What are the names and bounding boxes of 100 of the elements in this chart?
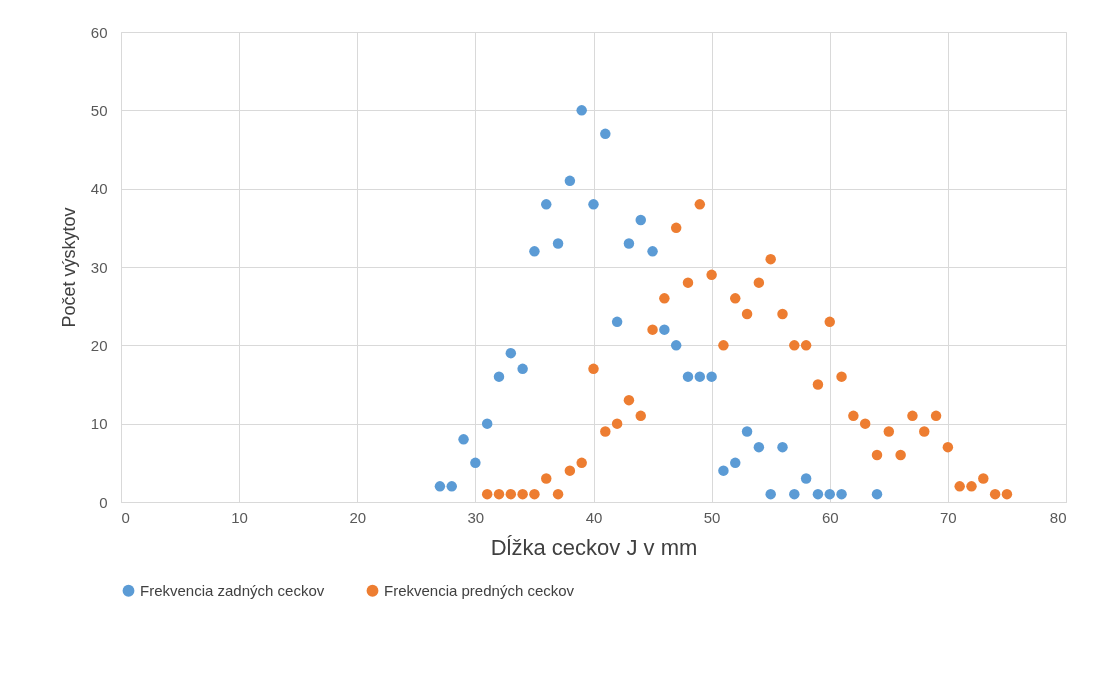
- point: [541, 473, 552, 484]
- point: [576, 457, 587, 469]
- point: [871, 449, 883, 461]
- point: [564, 465, 576, 476]
- point: [706, 371, 717, 382]
- y-tick-label: 30: [90, 258, 108, 276]
- point: [481, 418, 493, 429]
- point: [942, 441, 954, 453]
- x-tick-label: 20: [349, 508, 367, 526]
- point: [978, 473, 989, 484]
- x-axis-title: Dĺžka ceckov J v mm: [490, 534, 698, 560]
- point: [600, 128, 611, 140]
- point: [611, 418, 623, 429]
- point: [848, 410, 859, 422]
- x-tick-label: 80: [1049, 508, 1067, 526]
- point: [481, 488, 493, 500]
- point: [529, 488, 540, 500]
- point: [623, 238, 635, 249]
- point: [812, 488, 824, 500]
- point: [789, 340, 800, 351]
- x-tick-label: 30: [467, 508, 485, 526]
- point: [800, 473, 812, 484]
- point: [647, 246, 658, 257]
- point: [706, 269, 717, 281]
- point: [989, 488, 1001, 500]
- point: [730, 293, 741, 304]
- point: [741, 426, 753, 437]
- point: [859, 418, 871, 429]
- point: [824, 316, 835, 328]
- point: [682, 371, 694, 382]
- point: [753, 277, 765, 288]
- point: [458, 434, 469, 445]
- y-axis-title: Počet výskytov: [58, 207, 79, 328]
- point: [741, 308, 753, 320]
- point: [659, 293, 670, 304]
- point: [765, 488, 776, 500]
- point: [670, 340, 682, 351]
- point: [588, 199, 599, 210]
- point: [871, 488, 883, 500]
- point: [635, 214, 646, 226]
- point: [930, 410, 942, 422]
- point: [919, 426, 930, 437]
- point: [777, 308, 788, 320]
- point: [505, 488, 517, 500]
- point: [682, 277, 694, 288]
- point: [812, 379, 824, 390]
- point: [434, 481, 446, 492]
- point: [517, 488, 528, 500]
- point: [907, 410, 918, 422]
- point: [765, 253, 776, 265]
- point: [895, 449, 906, 461]
- point: [1001, 488, 1013, 500]
- point: [777, 441, 788, 453]
- point: [824, 488, 835, 500]
- point: [529, 246, 540, 257]
- point: [789, 488, 800, 500]
- point: [836, 371, 847, 382]
- x-tick-label: 70: [940, 508, 957, 526]
- point: [647, 324, 658, 335]
- x-tick-label: 0: [121, 508, 130, 526]
- point: [635, 410, 646, 422]
- point: [966, 481, 977, 492]
- point: [718, 340, 729, 351]
- point: [611, 316, 623, 328]
- point: [600, 426, 611, 437]
- y-tick-label: 10: [90, 415, 108, 433]
- y-tick-label: 50: [90, 101, 108, 119]
- legend-label: Frekvencia predných ceckov: [384, 581, 575, 599]
- y-tick-label: 0: [99, 493, 108, 511]
- point: [493, 488, 505, 500]
- point: [730, 457, 741, 469]
- point: [576, 105, 587, 116]
- point: [836, 488, 847, 500]
- x-tick-label: 50: [703, 508, 721, 526]
- point: [564, 175, 576, 187]
- point: [446, 481, 457, 492]
- point: [541, 199, 552, 210]
- y-tick-label: 60: [90, 23, 108, 41]
- point: [670, 222, 682, 234]
- y-tick-label: 40: [90, 180, 108, 198]
- y-tick-label: 20: [90, 336, 108, 354]
- legend-label: Frekvencia zadných ceckov: [140, 581, 325, 599]
- point: [800, 340, 812, 351]
- point: [505, 347, 517, 359]
- point: [883, 426, 895, 437]
- point: [659, 324, 670, 335]
- x-tick-label: 10: [231, 508, 248, 526]
- point: [588, 363, 599, 375]
- point: [552, 238, 564, 249]
- point: [552, 488, 564, 500]
- point: [694, 371, 706, 382]
- point: [517, 363, 528, 375]
- point: [470, 457, 481, 469]
- point: [493, 371, 505, 382]
- point: [718, 465, 729, 476]
- x-tick-label: 60: [821, 508, 839, 526]
- point: [954, 481, 965, 492]
- point: [694, 199, 706, 210]
- point: [753, 441, 765, 453]
- point: [623, 394, 635, 406]
